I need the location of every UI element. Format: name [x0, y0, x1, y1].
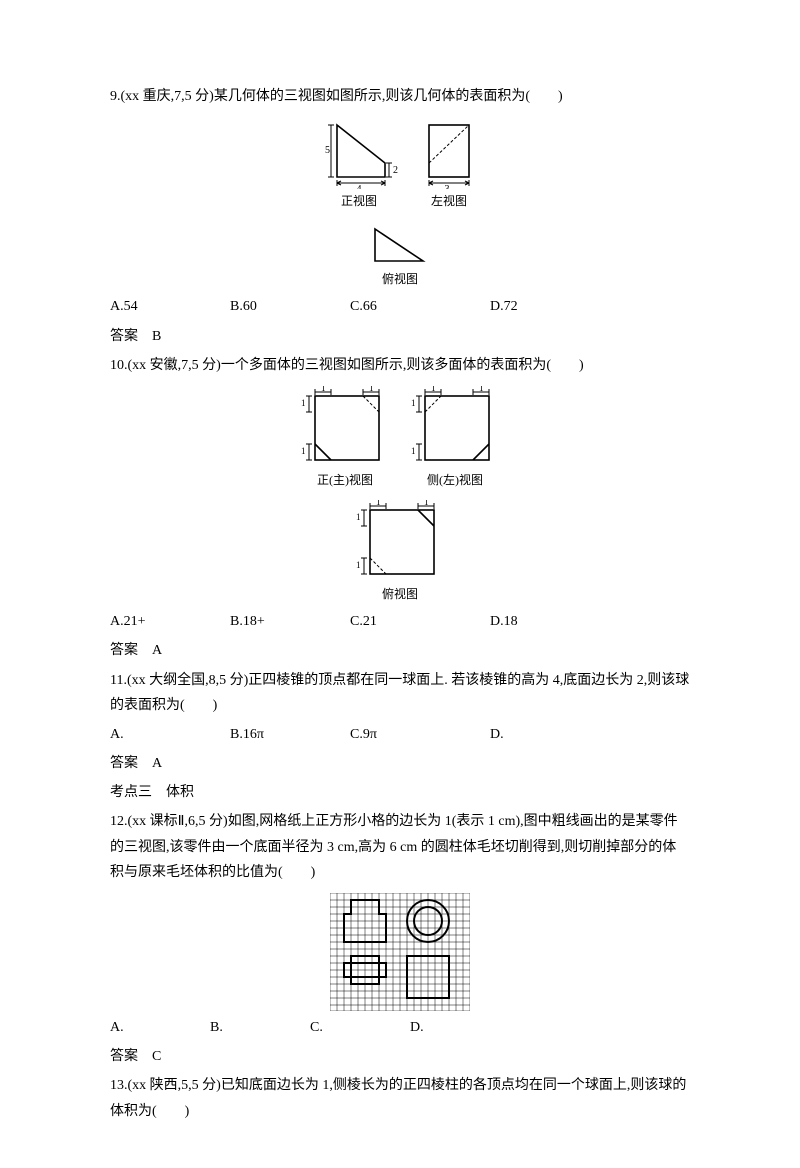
q10-side-view: 1 1 1 1: [409, 386, 501, 468]
q9-front-label: 正视图: [319, 191, 399, 213]
q9-opt-a: A.54: [110, 294, 230, 319]
q10-options: A.21+ B.18+ C.21 D.18: [110, 609, 690, 634]
q9-left-label: 左视图: [417, 191, 481, 213]
q10-front-view: 1 1 1 1: [299, 386, 391, 468]
q9-stem: 9.(xx 重庆,7,5 分)某几何体的三视图如图所示,则该几何体的表面积为( …: [110, 84, 690, 109]
svg-text:1: 1: [369, 386, 374, 393]
q9-figure-row-2: 俯视图: [110, 221, 690, 291]
q11-options: A. B.16π C.9π D.: [110, 722, 690, 747]
q10-top-label: 俯视图: [354, 584, 446, 606]
q10-opt-b: B.18+: [230, 609, 350, 634]
svg-text:1: 1: [356, 512, 361, 522]
q10-top-view: 1 1 1 1: [354, 500, 446, 582]
q10-opt-a: A.21+: [110, 609, 230, 634]
q10-opt-c: C.21: [350, 609, 490, 634]
q12-grid-figure: [330, 893, 470, 1011]
svg-text:1: 1: [479, 386, 484, 393]
section-3-heading: 考点三 体积: [110, 780, 690, 805]
q9-opt-b: B.60: [230, 294, 350, 319]
q11-opt-c: C.9π: [350, 722, 490, 747]
q9-top-label: 俯视图: [365, 269, 435, 291]
q10-front-label: 正(主)视图: [299, 470, 391, 492]
q12-opt-c: C.: [310, 1015, 410, 1040]
q9-figure-row-1: 5 2 4 正视图 3 左视图: [110, 117, 690, 213]
q9-opt-c: C.66: [350, 294, 490, 319]
q9-top-view: [365, 221, 435, 267]
svg-text:1: 1: [301, 398, 306, 408]
q12-opt-a: A.: [110, 1015, 210, 1040]
q10-figure-row-1: 1 1 1 1 正(主)视图: [110, 386, 690, 492]
q10-opt-d: D.18: [490, 609, 518, 634]
q9-answer: 答案 B: [110, 324, 690, 349]
q9-left-view: 3: [417, 117, 481, 189]
q9-opt-d: D.72: [490, 294, 518, 319]
q10-stem: 10.(xx 安徽,7,5 分)一个多面体的三视图如图所示,则该多面体的表面积为…: [110, 353, 690, 378]
q12-figure: [110, 893, 690, 1011]
q10-figure-row-2: 1 1 1 1 俯视图: [110, 500, 690, 606]
svg-text:1: 1: [411, 398, 416, 408]
q12-opt-b: B.: [210, 1015, 310, 1040]
q12-options: A. B. C. D.: [110, 1015, 690, 1040]
svg-text:1: 1: [424, 500, 429, 507]
q10-answer: 答案 A: [110, 638, 690, 663]
svg-text:1: 1: [356, 560, 361, 570]
q11-answer: 答案 A: [110, 751, 690, 776]
q11-opt-a: A.: [110, 722, 230, 747]
q12-opt-d: D.: [410, 1015, 424, 1040]
svg-text:1: 1: [411, 446, 416, 456]
q9-options: A.54 B.60 C.66 D.72: [110, 294, 690, 319]
q11-opt-d: D.: [490, 722, 504, 747]
q11-stem: 11.(xx 大纲全国,8,5 分)正四棱锥的顶点都在同一球面上. 若该棱锥的高…: [110, 668, 690, 718]
q9-front-view: 5 2 4: [319, 117, 399, 189]
q12-stem: 12.(xx 课标Ⅱ,6,5 分)如图,网格纸上正方形小格的边长为 1(表示 1…: [110, 809, 690, 885]
q9-dim-2: 2: [393, 165, 398, 176]
svg-text:1: 1: [431, 386, 436, 393]
q9-dim-4: 4: [357, 184, 362, 189]
q11-opt-b: B.16π: [230, 722, 350, 747]
svg-text:1: 1: [376, 500, 381, 507]
q13-stem: 13.(xx 陕西,5,5 分)已知底面边长为 1,侧棱长为的正四棱柱的各顶点均…: [110, 1073, 690, 1123]
q12-answer: 答案 C: [110, 1044, 690, 1069]
q10-side-label: 侧(左)视图: [409, 470, 501, 492]
q9-dim-5: 5: [325, 145, 330, 156]
svg-text:1: 1: [301, 446, 306, 456]
q9-dim-3: 3: [445, 184, 450, 189]
svg-text:1: 1: [321, 386, 326, 393]
